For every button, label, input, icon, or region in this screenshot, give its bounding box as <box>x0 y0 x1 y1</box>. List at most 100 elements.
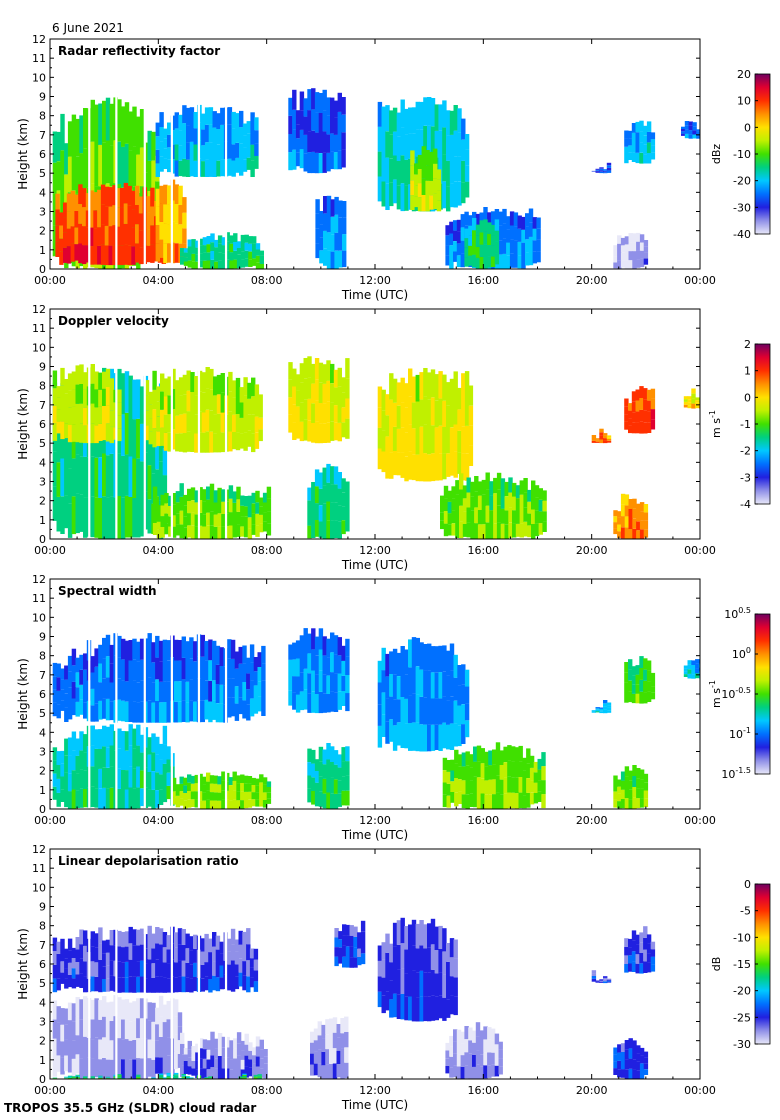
data-cell <box>213 376 218 396</box>
data-cell <box>423 396 428 425</box>
data-cell <box>318 670 324 692</box>
data-cell <box>258 406 263 418</box>
data-cell <box>79 999 84 1020</box>
data-cell <box>408 723 413 751</box>
data-cell <box>139 998 145 1019</box>
data-cell <box>639 250 645 259</box>
data-cell <box>449 976 455 996</box>
data-cell <box>322 485 327 504</box>
data-cell <box>595 709 600 712</box>
data-cell <box>345 378 350 399</box>
data-cell <box>121 1039 126 1060</box>
data-cell <box>124 1019 130 1039</box>
data-cell <box>235 143 240 158</box>
data-cell <box>451 523 456 536</box>
data-cell <box>132 379 137 420</box>
data-cell <box>692 122 697 127</box>
data-cell <box>200 938 205 952</box>
data-cell <box>167 204 172 224</box>
y-tick-label: 10 <box>32 341 46 354</box>
data-cell <box>158 944 164 961</box>
data-cell <box>392 451 398 476</box>
panel-title: Radar reflectivity factor <box>58 44 220 58</box>
data-cell <box>250 160 255 177</box>
data-cell <box>105 405 111 424</box>
data-cell <box>643 949 648 962</box>
data-cell <box>147 1039 152 1059</box>
data-cell <box>67 1075 73 1077</box>
data-cell <box>229 1050 234 1060</box>
data-cell <box>119 188 125 208</box>
data-cell <box>628 403 633 411</box>
data-cell <box>139 109 145 148</box>
data-cell <box>538 488 543 500</box>
data-cell <box>136 1076 141 1078</box>
data-cell <box>202 526 207 539</box>
data-cell <box>98 749 103 769</box>
data-cell <box>94 962 99 977</box>
data-cell <box>197 411 203 433</box>
data-cell <box>500 478 506 494</box>
data-cell <box>318 746 324 762</box>
data-cell <box>214 261 219 269</box>
data-cell <box>195 1052 200 1061</box>
data-cell <box>442 928 447 952</box>
data-cell <box>85 210 91 228</box>
data-cell <box>446 135 451 161</box>
data-cell <box>517 241 522 256</box>
data-cell <box>152 428 157 448</box>
data-cell <box>171 797 177 805</box>
data-cell <box>143 491 149 530</box>
data-cell <box>400 697 405 723</box>
data-cell <box>511 792 516 809</box>
data-cell <box>258 429 263 442</box>
data-cell <box>75 1035 80 1055</box>
data-cell <box>79 384 84 404</box>
data-cell <box>60 789 65 802</box>
data-cell <box>322 636 327 656</box>
data-cell <box>322 467 327 486</box>
data-cell <box>632 498 637 509</box>
data-cell <box>136 945 141 962</box>
data-cell <box>541 780 546 795</box>
data-cell <box>430 969 436 996</box>
data-cell <box>311 403 316 423</box>
data-cell <box>442 951 447 975</box>
data-cell <box>460 1031 465 1044</box>
data-cell <box>249 680 255 699</box>
data-cell <box>248 251 253 260</box>
data-cell <box>381 181 386 207</box>
data-cell <box>60 421 65 440</box>
data-cell <box>330 502 335 521</box>
data-cell <box>136 787 141 809</box>
data-cell <box>314 519 320 537</box>
data-cell <box>488 779 493 795</box>
data-cell <box>74 244 79 261</box>
data-cell <box>411 694 417 723</box>
data-cell <box>214 1038 219 1049</box>
data-cell <box>631 391 637 402</box>
data-cell <box>606 162 612 166</box>
data-cell <box>163 414 169 433</box>
data-cell <box>212 680 217 701</box>
data-cell <box>345 481 350 494</box>
data-cell <box>389 962 394 981</box>
data-cell <box>83 390 88 408</box>
data-cell <box>67 1076 73 1078</box>
data-cell <box>190 512 196 526</box>
data-cell <box>232 771 237 781</box>
data-cell <box>445 1058 450 1066</box>
data-cell <box>168 526 173 537</box>
data-cell <box>171 504 177 516</box>
data-cell <box>307 420 312 442</box>
data-cell <box>314 152 320 174</box>
data-cell <box>643 422 648 434</box>
data-cell <box>476 761 482 778</box>
data-cell <box>147 925 152 943</box>
data-cell <box>695 405 700 409</box>
data-cell <box>381 106 386 132</box>
data-cell <box>523 492 528 508</box>
data-cell <box>228 498 234 513</box>
